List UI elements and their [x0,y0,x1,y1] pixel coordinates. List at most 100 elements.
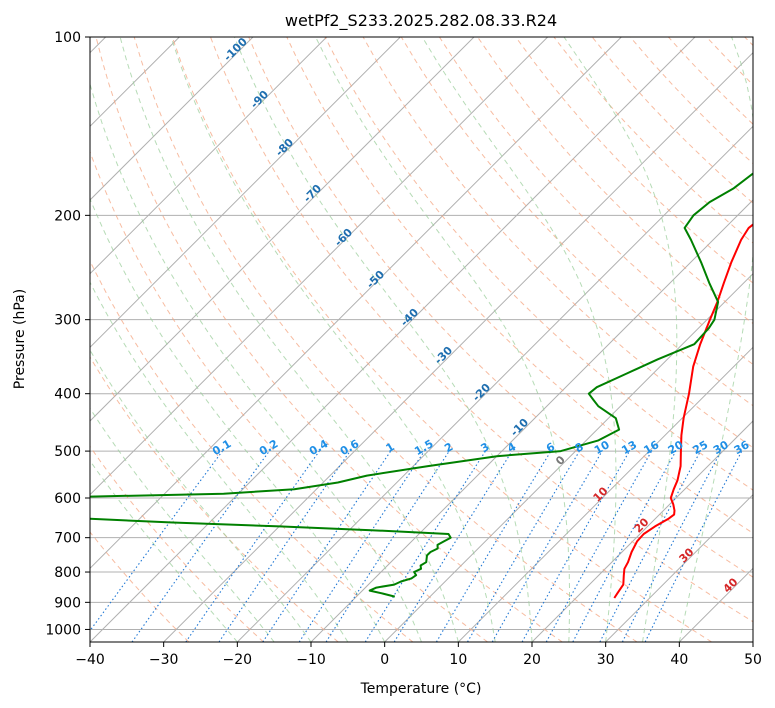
dry-adiabat-line [477,37,753,325]
dry-adiabat-label: -10 [508,416,531,439]
dry-adiabat-line [706,37,753,86]
x-tick-label: −30 [149,652,179,668]
dry-adiabat-line [95,37,563,642]
mixing-ratio-line [644,450,743,642]
dry-adiabat-label: -90 [248,88,271,111]
mixing-ratio-label: 0.6 [338,437,362,458]
dry-adiabat-line [553,37,753,244]
moist-adiabat-line [90,460,238,642]
isotherm-line [90,37,549,496]
dry-adiabat-line [90,259,414,642]
isotherm-line [90,37,622,570]
mixing-ratio-label: 0.4 [307,437,331,458]
mixing-ratio-line [218,450,351,642]
dry-adiabat-label: -100 [221,35,250,64]
y-tick-label: 300 [54,313,81,329]
x-tick-label: 50 [744,652,762,668]
y-tick-label: 500 [54,444,81,460]
x-tick-label: −10 [296,652,326,668]
dry-adiabat-label: -40 [398,306,421,329]
mixing-ratio-label: 13 [619,438,639,457]
mixing-ratio-label: 2 [442,440,455,455]
y-tick-label: 100 [54,30,81,46]
dry-adiabat-line [90,445,264,642]
x-tick-label: 20 [523,652,541,668]
dry-adiabat-line [438,37,753,366]
dry-adiabat-line [400,37,753,407]
series-layer [90,172,753,599]
isotherm-line [90,37,401,349]
mixing-ratio-label: 36 [732,438,752,457]
isotherm-line [236,125,753,642]
mixing-ratio-line [393,450,513,642]
mixing-ratio-line [467,450,580,642]
mixing-ratio-label: 4 [505,440,518,455]
dry-adiabat-line [515,37,753,284]
dry-adiabat-label: -20 [470,381,493,404]
axis-layer: −40 −30 −20 −10 0 10 20 30 40 50 100 200 300 400 500 60… [45,30,762,668]
dry-adiabat-label: -80 [273,136,296,159]
isotherm-line [310,199,753,642]
y-tick-label: 200 [54,208,81,224]
dry-adiabat-line [90,531,190,642]
y-tick-label: 800 [54,565,81,581]
grid-layer [90,37,753,642]
y-axis-label: Pressure (hPa) [12,289,28,389]
moist-adiabat-line [170,37,496,642]
x-tick-label: −40 [75,652,105,668]
isopleth-label-layer: 0.1 0.2 0.4 0.6 1 1.5 2 3 4 6 8 10 13 16 20 25 30 36-100-… [210,35,752,596]
mixing-ratio-label: 20 [666,438,686,457]
mixing-ratio-label: 3 [478,440,491,455]
dry-adiabat-label: 20 [632,515,652,535]
x-axis-label: Temperature (°C) [360,681,482,697]
temperature-profile-line [613,223,753,599]
moist-adiabat-line [233,37,533,642]
moist-adiabat-line [90,349,312,642]
dry-adiabat-line [171,37,712,642]
moist-adiabat-line [90,197,386,642]
mixing-ratio-label: 25 [691,438,711,457]
mixing-ratio-label: 16 [642,438,662,457]
mixing-ratio-line [185,450,320,642]
mixing-ratio-line [131,450,270,642]
x-tick-label: 40 [670,652,688,668]
mixing-ratio-line [90,450,223,632]
dry-adiabat-line [133,37,638,642]
mixing-ratio-line [572,450,677,642]
chart-title: wetPf2_S233.2025.282.08.33.R24 [285,11,557,31]
isotherm-line [531,420,753,642]
mixing-ratio-line [262,450,392,642]
y-tick-label: 900 [54,595,81,611]
dry-adiabat-label: -50 [364,268,387,291]
mixing-ratio-line [521,450,630,642]
mixing-ratio-line [545,450,653,642]
moist-adiabat-line [90,407,275,642]
x-tick-label: −20 [223,652,253,668]
dry-adiabat-line [90,356,339,642]
y-tick-label: 700 [54,531,81,547]
dry-adiabat-label: 30 [677,545,697,565]
mixing-ratio-label: 1 [384,440,397,455]
x-tick-label: 0 [380,652,389,668]
isotherm-line [457,346,753,642]
mixing-ratio-line [364,450,486,642]
dry-adiabat-line [90,150,488,642]
isotherm-line [752,641,753,642]
dewpoint-profile-line [90,172,753,598]
dry-adiabat-label: 10 [591,484,611,504]
y-tick-label: 600 [54,491,81,507]
isotherm-line [163,51,753,642]
isotherm-line [90,37,696,642]
mixing-ratio-line [325,450,450,642]
x-tick-label: 10 [449,652,467,668]
dry-adiabat-line [210,37,753,623]
mixing-ratio-label: 0.1 [210,437,233,458]
x-tick-label: 30 [597,652,615,668]
isotherm-line [90,37,475,422]
moist-adiabat-line [421,37,617,642]
dry-adiabat-line [248,37,753,578]
isotherm-line [384,272,753,642]
y-tick-label: 1000 [45,622,81,638]
dry-adiabat-line [744,37,753,47]
moist-adiabat-line [315,37,570,642]
